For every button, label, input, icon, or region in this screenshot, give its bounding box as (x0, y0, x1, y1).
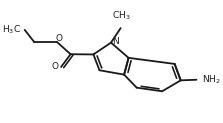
Text: O: O (52, 62, 59, 71)
Text: H$_3$C: H$_3$C (2, 23, 21, 36)
Text: NH$_2$: NH$_2$ (202, 73, 221, 86)
Text: N: N (112, 37, 119, 46)
Text: CH$_3$: CH$_3$ (112, 10, 131, 22)
Text: O: O (56, 34, 63, 43)
